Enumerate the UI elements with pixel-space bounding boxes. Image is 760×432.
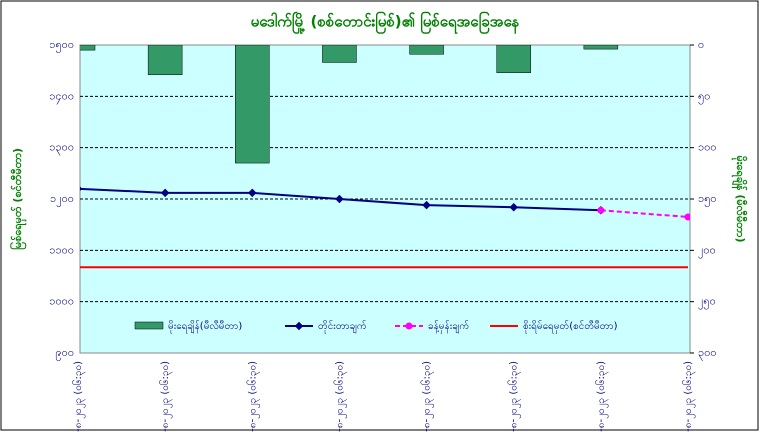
legend-marker <box>405 322 413 330</box>
y2-tick-label: ၅၀ <box>698 89 710 104</box>
legend-label: မိုးရေချိန်(မီလီမီတာ) <box>168 319 242 334</box>
x-tick-label: ၁၄-၈-၂၀၂၃ (၀၆:၃၀) <box>332 361 347 432</box>
x-tick-label: ၁၈-၈-၂၀၂၃ (၀၆:၃၀) <box>681 361 696 432</box>
point <box>160 188 170 198</box>
x-tick-label: ၁၂-၈-၂၀၂၃ (၀၆:၃၀) <box>158 361 173 432</box>
x-tick-label: ၁၇-၈-၂၀၂၃ (၀၆:၃၀) <box>594 361 609 432</box>
rain-bar <box>80 45 96 51</box>
y-tick-label: ၁၄၀၀ <box>49 89 74 104</box>
rain-bar <box>583 45 619 50</box>
legend-swatch <box>134 321 164 330</box>
plot-clip <box>80 45 690 269</box>
x-tick-label: ၁၅-၈-၂၀၂၃ (၀၆:၃၀) <box>420 361 435 432</box>
point <box>335 194 344 204</box>
legend-label: စိုးရိမ်ရေမှတ်(စင်တီမီတာ) <box>523 319 618 334</box>
y2-axis-title: မိုးရေချိန် (မီလီမီတာ) <box>731 156 748 243</box>
y-tick-label: ၁၅၀၀ <box>49 38 74 53</box>
point <box>597 206 605 214</box>
x-tick-label: ၁၁-၈-၂၀၂၃ (၀၆:၃၀) <box>71 361 86 432</box>
rain-bar <box>322 45 357 63</box>
y2-tick-label: ၃၀၀ <box>698 346 717 361</box>
y2-tick-label: ၁၀၀ <box>698 141 717 154</box>
y-tick-label: ၉၀၀ <box>55 346 74 361</box>
rain-bar <box>496 45 531 73</box>
rain-bar <box>147 45 183 76</box>
rain-bar <box>235 45 270 164</box>
point <box>422 200 431 210</box>
y2-tick-label: ၂၅၀ <box>698 295 716 310</box>
y-tick-label: ၁၀၀၀ <box>49 295 74 308</box>
point <box>684 213 690 221</box>
y-tick-label: ၁၃၀၀ <box>49 141 74 156</box>
series-line <box>600 209 689 218</box>
y2-tick-label: ၀ <box>698 38 704 51</box>
x-tick-label: ၁၃-၈-၂၀၂၃ (၀၆:၃၀) <box>245 361 260 432</box>
point <box>80 184 83 193</box>
legend-label: ခန့်မှန်းချက် <box>428 319 469 334</box>
y2-tick-label: ၂၀၀ <box>698 243 716 258</box>
legend-marker <box>294 321 304 331</box>
y2-tick-label: ၁၅၀ <box>698 192 717 207</box>
legend-label: တိုင်းတာချက် <box>318 319 367 334</box>
y-tick-label: ၁၁၀၀ <box>49 243 74 256</box>
rain-bar <box>409 45 444 55</box>
point <box>248 188 257 198</box>
y-axis-title: မြစ်ရေမှတ် (စင်တီမီတာ) <box>9 148 27 250</box>
x-tick-label: ၁၆-၈-၂၀၂၃ (၀၆:၃၀) <box>507 361 522 432</box>
y-tick-label: ၁၂၀၀ <box>50 192 74 207</box>
